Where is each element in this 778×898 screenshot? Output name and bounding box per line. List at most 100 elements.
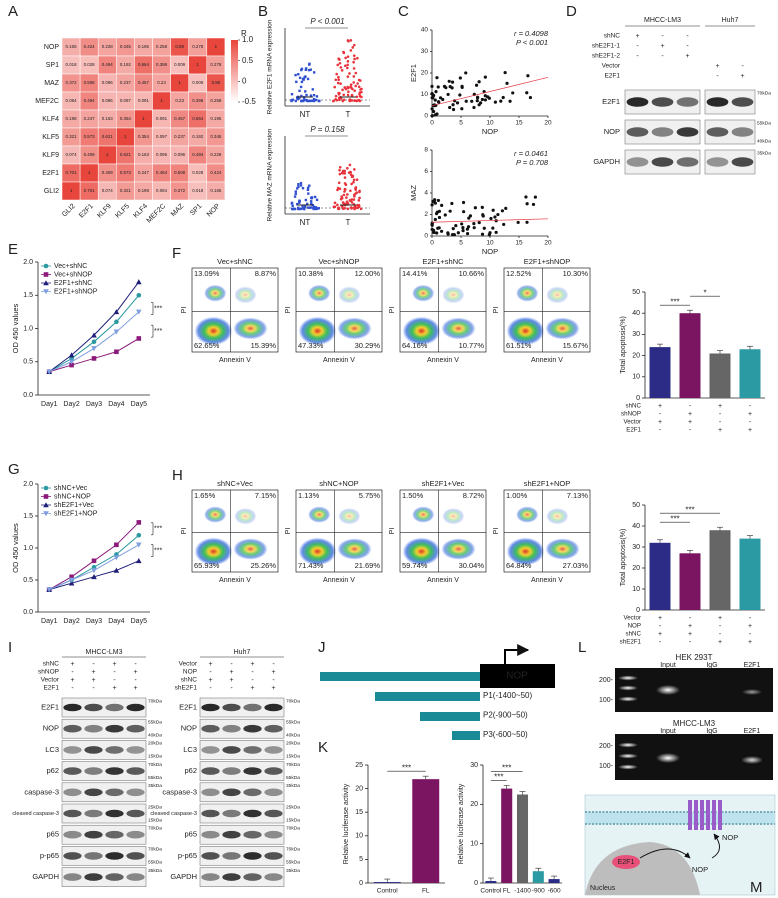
y-tick-label: 10: [470, 841, 478, 848]
mw-label: 25kDa: [148, 804, 162, 810]
cell-value: 1: [142, 116, 145, 121]
bar: [501, 788, 513, 883]
bar: [649, 542, 671, 610]
point: [136, 309, 142, 315]
decor-dot: [460, 107, 464, 111]
cell-value: 1: [106, 152, 109, 157]
decor-dot: [339, 82, 342, 85]
x-axis-label: NOP: [482, 247, 498, 256]
colorbar-tick-label: -0.5: [242, 97, 256, 106]
significance-label: ***: [154, 526, 162, 533]
point: [114, 319, 119, 325]
decor-dot: [342, 51, 346, 55]
blot-band: [201, 788, 220, 797]
significance-label: ***: [502, 764, 511, 773]
mw-label: 40kDa: [148, 732, 162, 738]
y-tick-label: 30: [470, 762, 478, 769]
x-tick-label: Day2: [63, 618, 79, 625]
cell-cloud: [338, 508, 361, 525]
decor-dot: [304, 198, 308, 202]
decor-dot: [291, 204, 294, 208]
cell-line-label: MHCC-LM3: [86, 649, 123, 656]
plot-title: Vec+shNC: [217, 257, 253, 266]
condition-label: Vector: [623, 615, 641, 622]
colorbar: [231, 40, 238, 102]
blot-band: [626, 127, 649, 137]
condition-mark: +: [718, 403, 722, 410]
point: [46, 587, 52, 593]
bar: [516, 794, 529, 883]
x-tick-label: Control: [377, 888, 399, 895]
decor-dot: [346, 166, 349, 170]
condition-mark: +: [91, 677, 95, 684]
protein-label: NOP: [43, 724, 59, 733]
decor-dot: [526, 74, 530, 78]
decor-dot: [333, 201, 337, 205]
point: [46, 369, 52, 375]
condition-mark: -: [719, 419, 722, 426]
blot-frame: [61, 782, 147, 803]
significance-label: ***: [154, 328, 162, 335]
y-tick-label: 10: [632, 586, 640, 593]
significance-label: ***: [670, 297, 679, 306]
decor-dot: [353, 195, 356, 198]
decor-dot: [311, 88, 314, 91]
condition-mark: +: [748, 411, 752, 418]
decor-dot: [477, 220, 481, 225]
protein-label: E2F1: [602, 97, 620, 106]
mw-label: 35kDa: [148, 868, 162, 874]
condition-mark: -: [749, 403, 752, 410]
decor-dot: [349, 83, 353, 86]
blot-band: [706, 157, 729, 167]
x-tick-label: Day3: [86, 401, 102, 408]
cell-cloud: [308, 284, 331, 302]
mw-label: 35kDa: [148, 783, 162, 789]
blot-band: [651, 97, 674, 107]
cell-cloud: [337, 538, 372, 560]
decor-dot: [346, 60, 350, 63]
blot-band: [201, 703, 220, 712]
blot-band: [126, 809, 145, 818]
decor-dot: [437, 215, 442, 220]
y-tick-label: 20: [632, 565, 640, 572]
point: [136, 542, 142, 548]
cell-value: 0.198: [66, 116, 78, 121]
point: [91, 558, 97, 564]
y-axis-label: PI: [181, 307, 188, 314]
cell-value: 0.621: [102, 134, 114, 139]
blot-band: [105, 746, 124, 754]
mw-label: 55kDa: [148, 860, 162, 866]
cell-value: 0.372: [66, 80, 78, 85]
condition-mark: +: [133, 669, 137, 676]
decor-dot: [462, 210, 466, 214]
decor-dot: [300, 94, 303, 98]
blot-band: [84, 788, 103, 797]
blot-frame: [199, 782, 285, 803]
y-tick-label: 30: [632, 544, 640, 551]
group-label: NT: [300, 110, 311, 119]
decor-dot: [337, 96, 341, 100]
decor-dot: [296, 187, 299, 190]
bar: [679, 553, 701, 610]
decor-dot: [297, 185, 300, 188]
condition-mark: +: [718, 615, 722, 622]
legend-marker: [43, 494, 49, 499]
decor-dot: [295, 202, 299, 206]
mw-label: 55kDa: [757, 120, 771, 126]
decor-dot: [300, 99, 303, 103]
decor-dot: [341, 88, 344, 92]
decor-dot: [294, 190, 298, 193]
y-tick-label: 30: [421, 48, 429, 55]
cell-value: 0.028: [192, 170, 204, 175]
blot-band: [222, 809, 241, 818]
decor-dot: [359, 88, 362, 91]
cell-value: 0.278: [192, 44, 204, 49]
quadrant-percent: 10.77%: [459, 341, 485, 350]
blot-frame: [61, 846, 147, 866]
condition-mark: -: [661, 53, 664, 60]
cell-cloud: [546, 286, 569, 304]
quadrant-percent: 15.67%: [563, 341, 589, 350]
decor-dot: [306, 77, 310, 81]
y-tick-label: 1.0: [23, 545, 33, 552]
